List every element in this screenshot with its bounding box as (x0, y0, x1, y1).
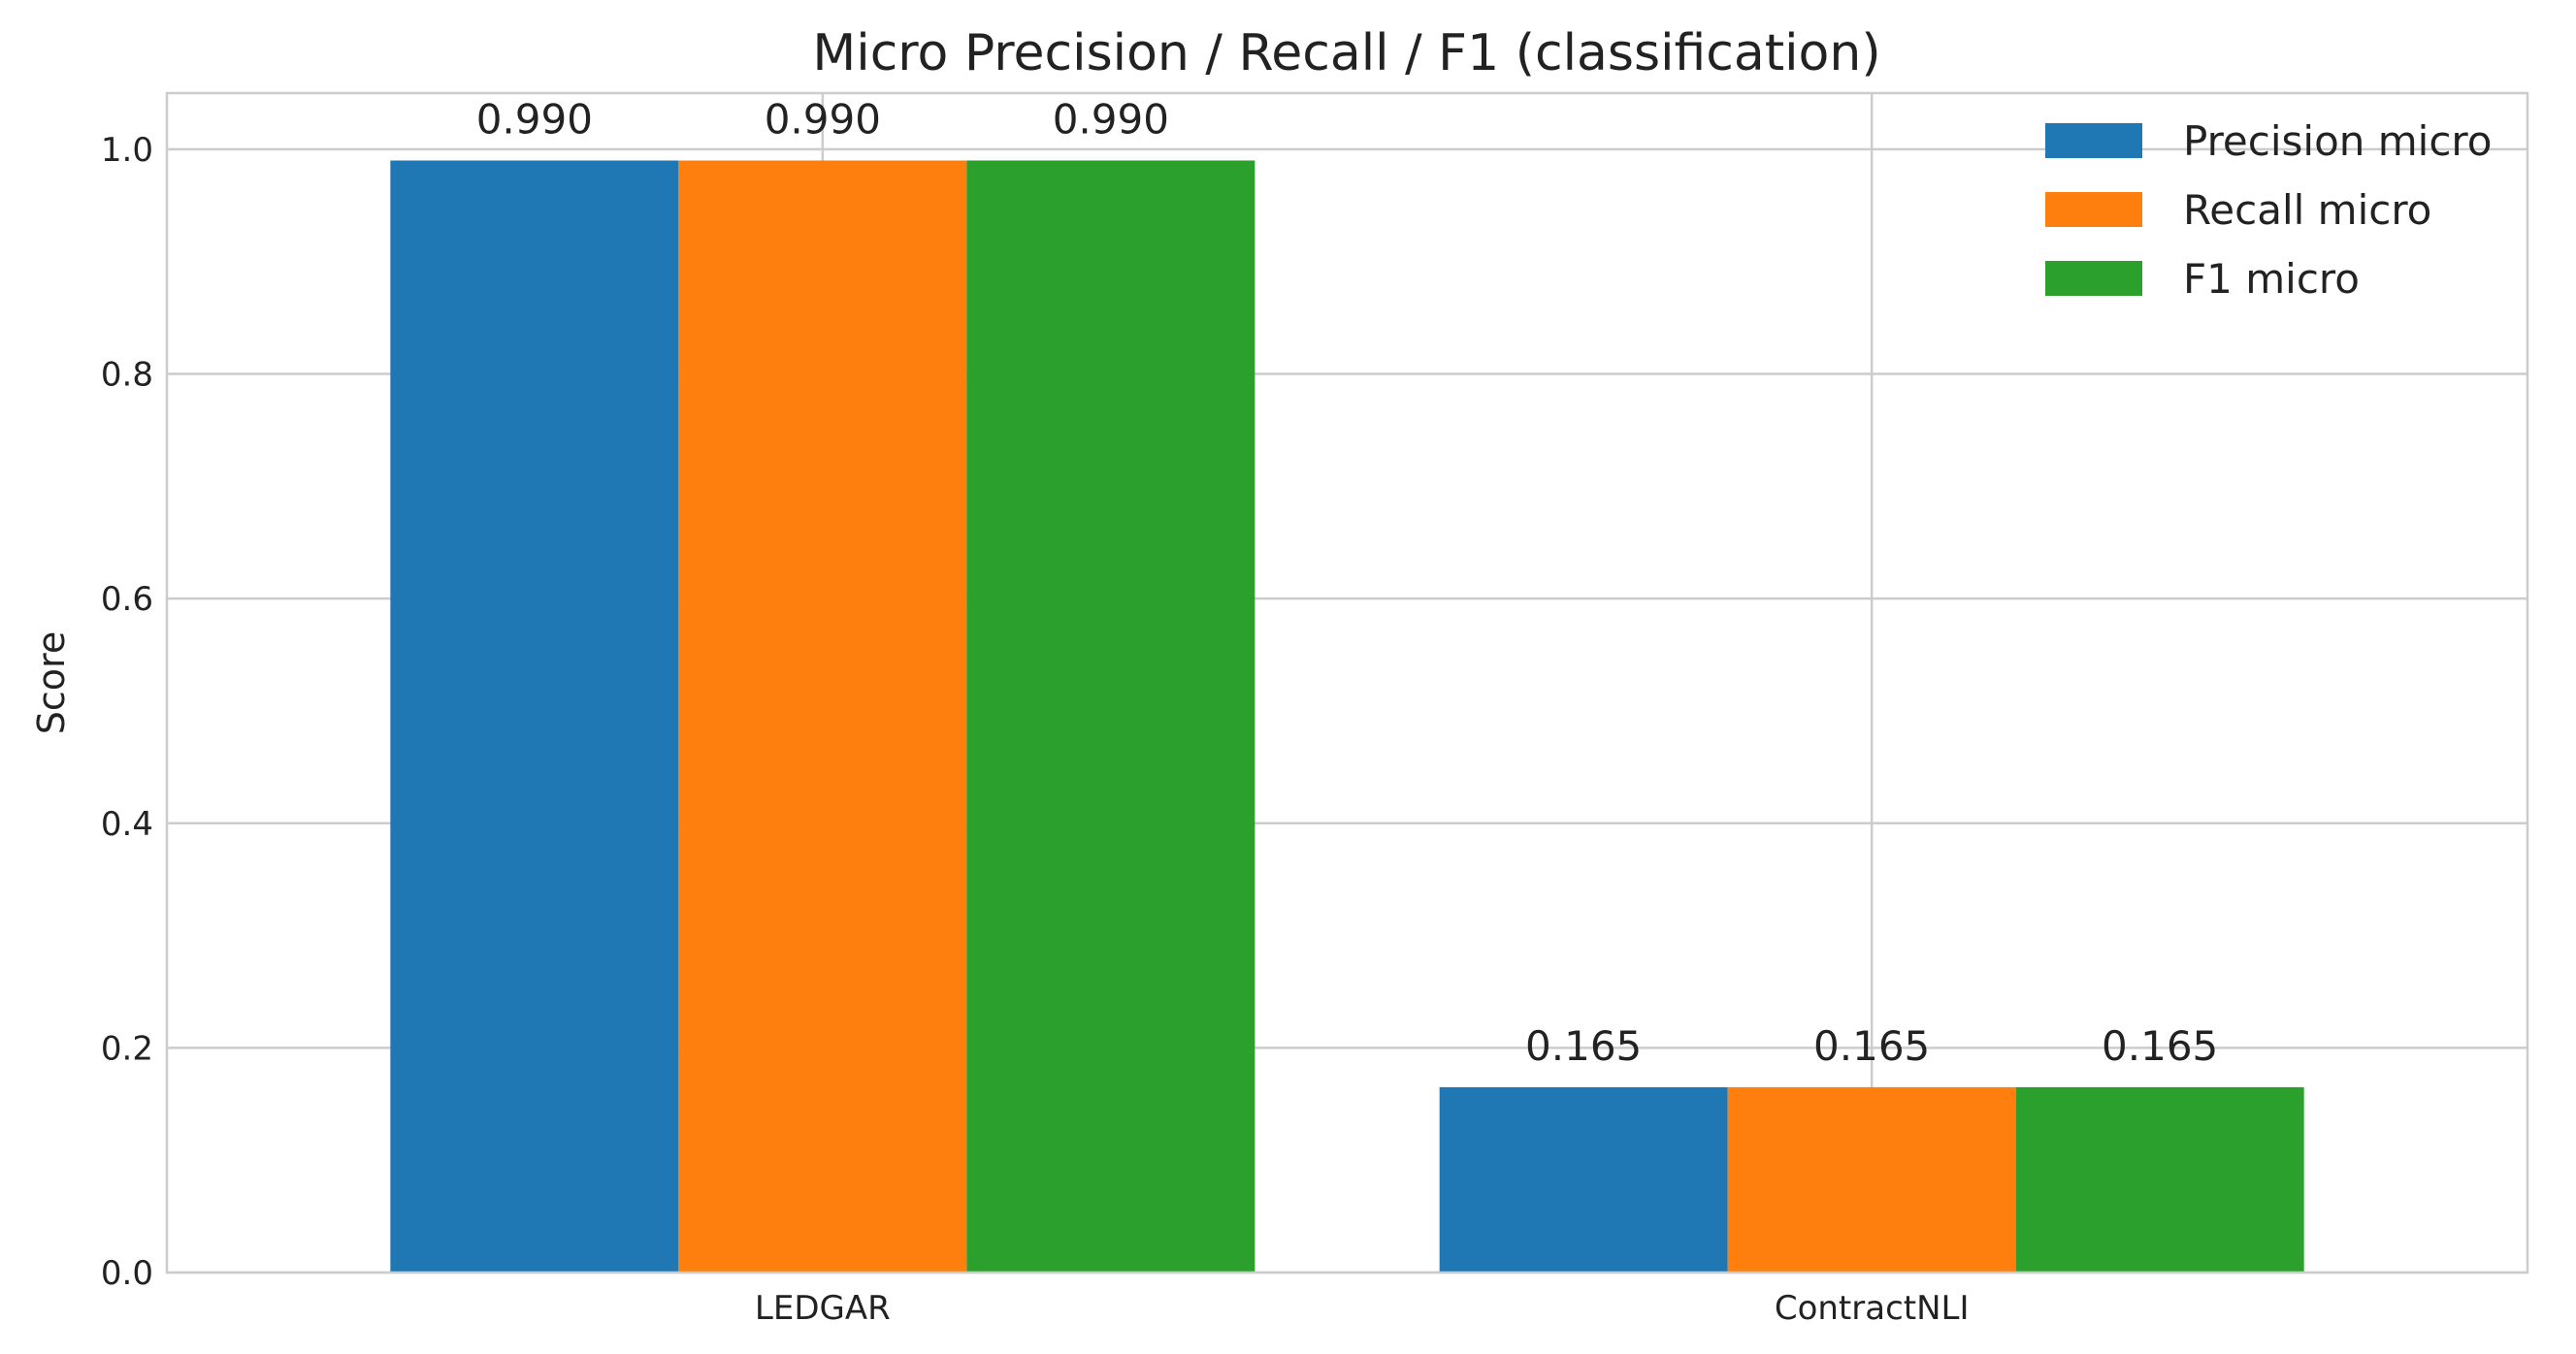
bar-value-label: 0.990 (765, 95, 881, 143)
bar (966, 160, 1255, 1273)
bar (1727, 1086, 2016, 1273)
x-axis-ticks: LEDGAR ContractNLI (755, 1289, 1970, 1328)
bar-value-label: 0.165 (1525, 1022, 1642, 1070)
bar (1439, 1086, 1728, 1273)
bar-value-label: 0.990 (476, 95, 593, 143)
bar-value-label: 0.165 (2102, 1022, 2218, 1070)
bar-value-labels: 0.990 0.165 0.990 0.165 0.990 0.165 (476, 95, 2219, 1069)
y-tick-label: 0.8 (101, 356, 153, 395)
y-axis-ticks: 0.0 0.2 0.4 0.6 0.8 1.0 (101, 131, 153, 1293)
bar (678, 160, 967, 1273)
legend-swatch (2045, 261, 2142, 296)
legend-label: Recall micro (2183, 186, 2431, 234)
x-tick-label: LEDGAR (755, 1289, 891, 1328)
x-tick-label: ContractNLI (1775, 1289, 1970, 1328)
y-axis-label: Score (30, 631, 73, 734)
y-tick-label: 0.4 (101, 805, 153, 844)
y-tick-label: 0.6 (101, 580, 153, 619)
y-tick-label: 0.0 (101, 1254, 153, 1293)
bar-value-label: 0.165 (1813, 1022, 1930, 1070)
chart-title: Micro Precision / Recall / F1 (classific… (812, 24, 1880, 82)
legend: Precision micro Recall micro F1 micro (2045, 117, 2492, 303)
bar (2015, 1086, 2304, 1273)
y-tick-label: 1.0 (101, 131, 153, 170)
bars (390, 160, 2304, 1273)
bar (390, 160, 679, 1273)
y-tick-label: 0.2 (101, 1029, 153, 1068)
plot-frame (165, 91, 2529, 1274)
legend-label: F1 micro (2183, 255, 2360, 303)
legend-swatch (2045, 123, 2142, 158)
bar-value-label: 0.990 (1053, 95, 1169, 143)
legend-swatch (2045, 192, 2142, 227)
legend-label: Precision micro (2183, 117, 2492, 165)
